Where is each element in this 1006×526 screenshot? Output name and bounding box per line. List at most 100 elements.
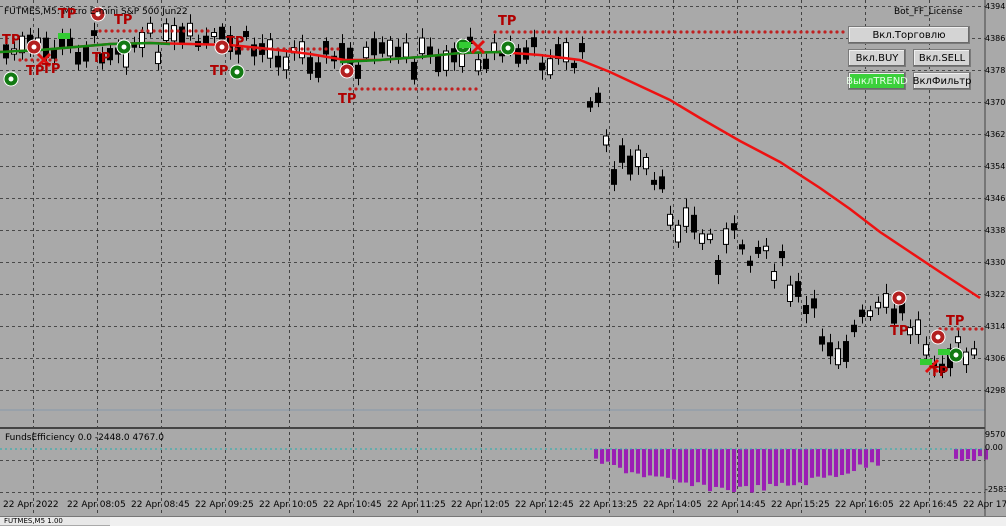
- candle-body: [139, 32, 145, 48]
- tp-label: TP: [92, 51, 111, 66]
- candle-body: [315, 62, 321, 78]
- tp-dot: [571, 30, 575, 34]
- candle-body: [803, 305, 809, 315]
- tp-dot: [110, 29, 114, 33]
- candle-body: [283, 56, 289, 71]
- tp-dot: [18, 58, 22, 62]
- tp-dot: [330, 47, 334, 51]
- histogram-bar: [696, 449, 700, 483]
- tp-dot: [553, 30, 557, 34]
- tp-dot: [727, 30, 731, 34]
- candle-body: [99, 53, 105, 64]
- histogram-bar: [828, 449, 832, 476]
- tp-dot: [188, 29, 192, 33]
- histogram-bar: [612, 449, 616, 465]
- time-tick-label: 22 Apr 12:45: [515, 500, 574, 510]
- tp-dot: [354, 87, 358, 91]
- candle-body: [515, 48, 521, 64]
- candle-body: [539, 62, 545, 71]
- tp-dot: [751, 30, 755, 34]
- histogram-bar: [846, 449, 850, 474]
- candle-body: [275, 55, 281, 68]
- tp-dot: [799, 30, 803, 34]
- tp-dot: [968, 327, 972, 331]
- tp-dot: [246, 47, 250, 51]
- histogram-bar: [654, 449, 658, 477]
- signal-marker-center: [953, 352, 959, 358]
- chart-tab[interactable]: FUTMES,M5 1.00: [0, 516, 110, 525]
- candle-body: [83, 46, 89, 62]
- candle-body: [603, 135, 609, 146]
- price-tick-label: 4394: [985, 2, 1006, 11]
- tp-dot: [372, 87, 376, 91]
- histogram-bar: [708, 449, 712, 492]
- tp-dot: [535, 30, 539, 34]
- candle-body: [459, 53, 465, 67]
- candle-body: [203, 35, 209, 45]
- candle-body: [403, 42, 409, 58]
- tab-strip: [110, 516, 1006, 526]
- histogram-bar: [954, 449, 958, 459]
- tp-label: TP: [42, 62, 61, 77]
- take-profit-dots: [18, 29, 984, 331]
- time-tick-label: 22 Apr 10:45: [323, 500, 382, 510]
- time-tick-label: 22 Apr 16:05: [835, 500, 894, 510]
- tp-dot: [164, 29, 168, 33]
- candle-body: [915, 319, 921, 335]
- candle-body: [483, 58, 489, 70]
- tp-dot: [661, 30, 665, 34]
- toggle-buy-button[interactable]: Вкл.BUY: [848, 49, 906, 67]
- price-tick-label: 4298: [985, 386, 1006, 395]
- candle-body: [939, 363, 945, 373]
- tp-dot: [805, 30, 809, 34]
- candle-body: [675, 224, 681, 243]
- candle-body: [891, 308, 897, 324]
- candle-body: [963, 351, 969, 366]
- candle-body: [907, 327, 913, 336]
- tp-dot: [493, 30, 497, 34]
- tp-label: TP: [210, 64, 229, 79]
- tp-label: TP: [930, 365, 949, 380]
- toggle-filter-button[interactable]: ВклФильтр: [913, 72, 971, 90]
- time-tick-label: 22 Apr 13:25: [579, 500, 638, 510]
- trade-signal-markers: [3, 6, 964, 374]
- tp-dot: [763, 30, 767, 34]
- tp-dot: [468, 87, 472, 91]
- time-tick-label: 22 Apr 11:25: [387, 500, 446, 510]
- histogram-bar: [804, 449, 808, 486]
- candle-body: [723, 228, 729, 245]
- time-tick-label: 22 Apr 2022: [3, 500, 59, 510]
- histogram-bar: [780, 449, 784, 483]
- tp-label: TP: [226, 35, 245, 50]
- histogram-bar: [798, 449, 802, 483]
- tp-dot: [679, 30, 683, 34]
- candle-body: [763, 245, 769, 252]
- tp-dot: [691, 30, 695, 34]
- tp-dot: [637, 30, 641, 34]
- candle-body: [75, 52, 81, 65]
- candle-body: [371, 38, 377, 56]
- candle-body: [547, 58, 553, 76]
- candle-body: [859, 309, 865, 318]
- time-tick-label: 22 Apr 09:25: [195, 500, 254, 510]
- candle-body: [395, 46, 401, 58]
- histogram-bar: [606, 449, 610, 462]
- toggle-sell-button[interactable]: Вкл.SELL: [913, 49, 971, 67]
- tp-dot: [715, 30, 719, 34]
- time-tick-label: 22 Apr 08:45: [131, 500, 190, 510]
- tp-label: TP: [26, 64, 45, 79]
- tp-dot: [511, 30, 515, 34]
- tp-label: TP: [58, 7, 77, 22]
- toggle-trend-button[interactable]: ВыклTREND: [846, 72, 908, 90]
- tp-dot: [577, 30, 581, 34]
- candle-body: [435, 55, 441, 73]
- tp-dot: [432, 87, 436, 91]
- histogram-bar: [816, 449, 820, 477]
- tp-dot: [505, 30, 509, 34]
- toggle-trading-button[interactable]: Вкл.Торговлю: [848, 26, 970, 44]
- histogram-bar: [756, 449, 760, 486]
- histogram-bar: [702, 449, 706, 485]
- candle-body: [387, 39, 393, 57]
- tp-dot: [360, 87, 364, 91]
